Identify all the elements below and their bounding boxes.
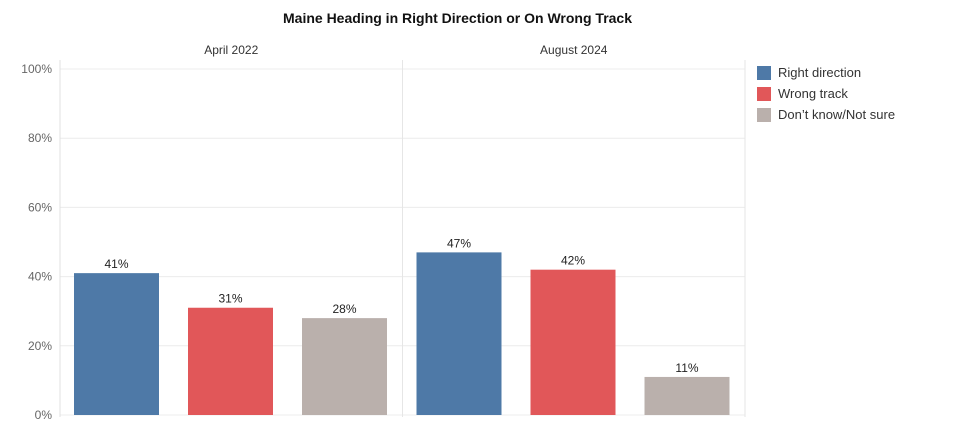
y-tick-label: 100% bbox=[21, 62, 52, 76]
panel-header: April 2022 bbox=[204, 43, 258, 57]
bar bbox=[416, 252, 502, 415]
legend-label-dont-know: Don’t know/Not sure bbox=[778, 107, 896, 122]
data-label: 47% bbox=[447, 236, 471, 250]
chart-title: Maine Heading in Right Direction or On W… bbox=[283, 10, 632, 26]
legend-swatch-dont-know bbox=[757, 107, 771, 122]
data-label: 31% bbox=[218, 292, 242, 306]
legend-label-right-direction: Right direction bbox=[778, 65, 862, 80]
legend-swatch-right-direction bbox=[757, 65, 771, 80]
bar bbox=[530, 269, 616, 415]
legend-item-dont-know[interactable]: Don’t know/Not sure bbox=[757, 104, 895, 125]
y-tick-label: 0% bbox=[35, 408, 53, 422]
data-label: 41% bbox=[104, 257, 128, 271]
legend-item-wrong-track[interactable]: Wrong track bbox=[757, 83, 895, 104]
legend: Right direction Wrong track Don’t know/N… bbox=[757, 62, 895, 125]
legend-swatch-wrong-track bbox=[757, 86, 771, 101]
data-label: 11% bbox=[675, 361, 698, 375]
bar bbox=[302, 318, 387, 415]
bar bbox=[644, 376, 730, 415]
legend-label-wrong-track: Wrong track bbox=[778, 86, 848, 101]
bar bbox=[74, 273, 159, 415]
data-label: 42% bbox=[561, 254, 585, 268]
data-label: 28% bbox=[332, 302, 356, 316]
y-tick-label: 60% bbox=[28, 200, 52, 214]
y-tick-label: 20% bbox=[28, 339, 52, 353]
y-tick-label: 80% bbox=[28, 131, 52, 145]
bar bbox=[188, 307, 273, 415]
y-tick-label: 40% bbox=[28, 270, 52, 284]
legend-item-right-direction[interactable]: Right direction bbox=[757, 62, 895, 83]
panel-header: August 2024 bbox=[540, 43, 608, 57]
